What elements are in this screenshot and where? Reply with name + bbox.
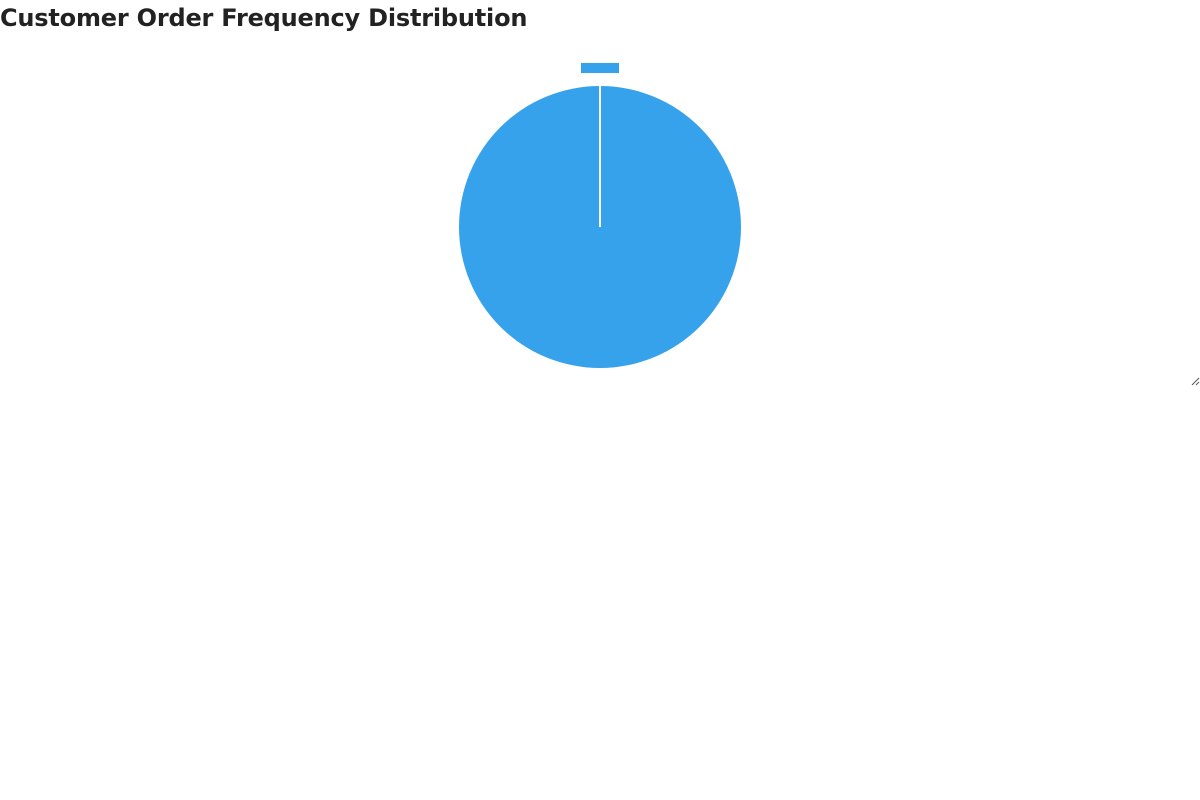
legend-swatch[interactable]	[581, 63, 619, 73]
chart-legend[interactable]	[581, 63, 619, 73]
page-title: Customer Order Frequency Distribution	[0, 4, 528, 32]
chart-area	[0, 48, 1200, 388]
pie-slices	[459, 86, 741, 368]
resize-grip-icon[interactable]	[1188, 374, 1200, 386]
pie-chart	[459, 63, 741, 368]
